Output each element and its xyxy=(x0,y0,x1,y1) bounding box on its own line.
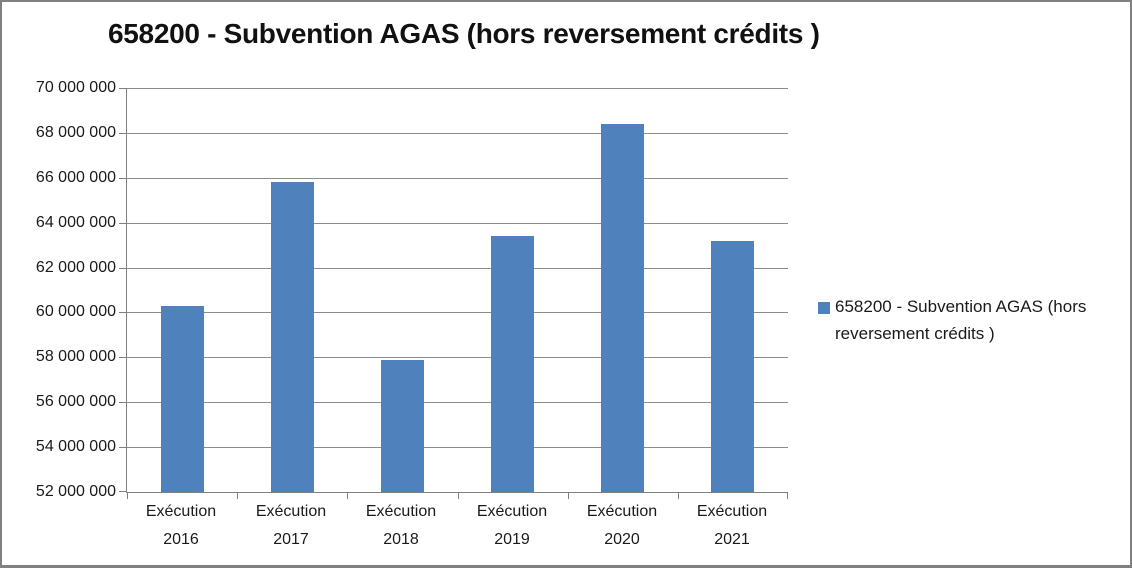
y-axis-tick xyxy=(119,402,127,403)
y-gridline xyxy=(127,178,788,179)
plot-area xyxy=(119,88,788,499)
x-axis-tick xyxy=(127,493,128,499)
y-gridline xyxy=(127,133,788,134)
chart-title: 658200 - Subvention AGAS (hors reverseme… xyxy=(108,18,820,49)
y-tick-label: 52 000 000 xyxy=(35,483,116,500)
legend-label: 658200 - Subvention AGAS (hors reverseme… xyxy=(835,297,1087,343)
x-axis-tick xyxy=(237,493,238,499)
bar xyxy=(601,124,644,492)
y-gridline xyxy=(127,223,788,224)
x-tick-label: Exécution 2021 xyxy=(696,503,768,548)
y-tick-label: 70 000 000 xyxy=(35,79,116,96)
y-axis-tick xyxy=(119,133,127,134)
y-gridline xyxy=(127,402,788,403)
y-tick-label: 68 000 000 xyxy=(35,124,116,141)
x-axis-tick xyxy=(458,493,459,499)
y-gridline xyxy=(127,447,788,448)
bar xyxy=(381,360,424,492)
x-tick-label: Exécution 2020 xyxy=(586,503,658,548)
y-axis-tick xyxy=(119,357,127,358)
x-tick-label: Exécution 2017 xyxy=(255,503,327,548)
bar xyxy=(711,241,754,492)
bar xyxy=(161,306,204,492)
y-tick-label: 56 000 000 xyxy=(35,393,116,410)
bar xyxy=(491,236,534,492)
y-axis-tick xyxy=(119,447,127,448)
x-tick-label: Exécution 2019 xyxy=(476,503,548,548)
y-gridline xyxy=(127,357,788,358)
x-tick-label: Exécution 2016 xyxy=(145,503,217,548)
y-axis-tick xyxy=(119,268,127,269)
x-axis-tick xyxy=(568,493,569,499)
x-axis-labels: Exécution 2016 Exécution 2017 Exécution 20… xyxy=(126,498,787,560)
legend: 658200 - Subvention AGAS (hors reverseme… xyxy=(818,293,1120,347)
x-tick-label: Exécution 2018 xyxy=(365,503,437,548)
y-tick-label: 62 000 000 xyxy=(35,259,116,276)
y-axis-labels: 70 000 000 68 000 000 66 000 000 64 000 000… xyxy=(2,79,116,500)
y-axis-tick xyxy=(119,312,127,313)
y-axis-tick xyxy=(119,88,127,89)
y-tick-label: 64 000 000 xyxy=(35,214,116,231)
y-axis-tick xyxy=(119,223,127,224)
y-tick-label: 60 000 000 xyxy=(35,303,116,320)
y-tick-label: 66 000 000 xyxy=(35,169,116,186)
x-axis-tick xyxy=(787,493,788,499)
x-axis-tick xyxy=(678,493,679,499)
bar xyxy=(271,182,314,492)
y-tick-label: 58 000 000 xyxy=(35,348,116,365)
y-axis-tick xyxy=(119,178,127,179)
y-axis-tick xyxy=(119,491,127,492)
legend-swatch-icon xyxy=(818,302,830,314)
x-axis-tick xyxy=(347,493,348,499)
y-tick-label: 54 000 000 xyxy=(35,438,116,455)
y-gridline xyxy=(127,312,788,313)
y-gridline xyxy=(127,268,788,269)
y-gridline xyxy=(127,88,788,89)
